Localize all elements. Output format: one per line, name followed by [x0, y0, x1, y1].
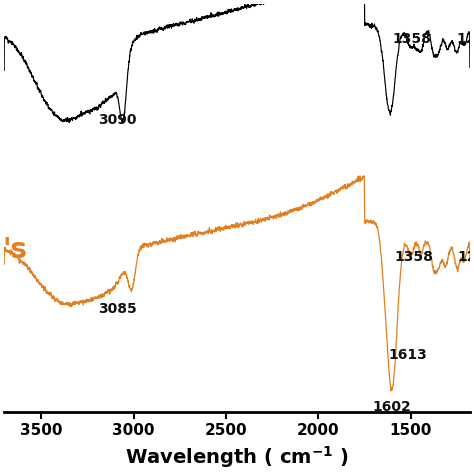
Text: 1613: 1613	[389, 348, 427, 363]
Text: 3090: 3090	[98, 113, 136, 127]
Text: 105: 105	[469, 250, 474, 264]
Text: 1602: 1602	[373, 401, 411, 414]
Text: 1247: 1247	[457, 250, 474, 264]
Text: 105: 105	[469, 32, 474, 46]
Text: 1252: 1252	[456, 32, 474, 46]
Text: 3085: 3085	[99, 302, 137, 316]
Text: 1358: 1358	[395, 250, 434, 264]
Text: 1358: 1358	[392, 32, 431, 46]
X-axis label: Wavelength ( $\mathbf{cm^{-1}}$ ): Wavelength ( $\mathbf{cm^{-1}}$ )	[125, 444, 349, 470]
Text: 's: 's	[2, 236, 27, 264]
